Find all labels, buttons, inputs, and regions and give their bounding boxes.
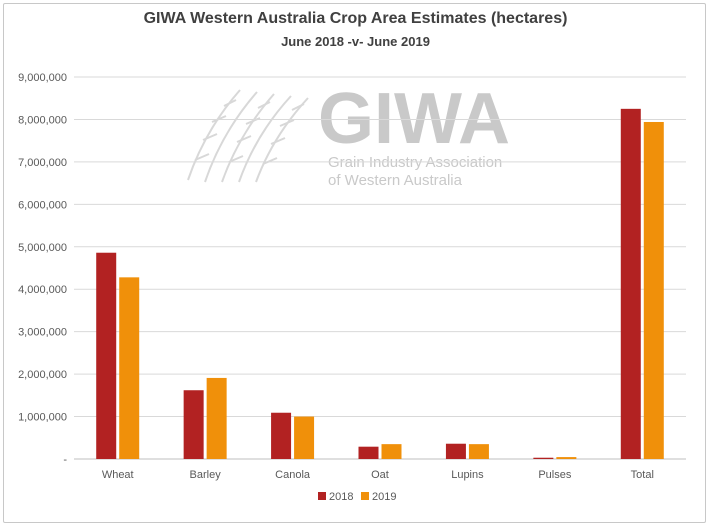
bar-pulses-2018 [533, 457, 554, 459]
y-tick-label: 1,000,000 [18, 412, 67, 424]
bar-barley-2019 [206, 377, 227, 459]
legend: 2018 2019 [318, 491, 396, 503]
bar-lupins-2019 [468, 444, 489, 459]
bar-canola-2019 [294, 416, 315, 459]
y-axis-ticks: - 1,000,000 2,000,000 3,000,000 4,000,000 5,0… [18, 72, 67, 466]
wheat-watermark-icon [187, 89, 309, 183]
y-tick-label: 8,000,000 [18, 114, 67, 126]
y-tick-label: 2,000,000 [18, 369, 67, 381]
gridlines [74, 76, 686, 460]
y-tick-label: - [63, 454, 67, 466]
y-tick-label: 7,000,000 [18, 157, 67, 169]
watermark-line2: of Western Australia [328, 172, 463, 189]
bar-canola-2018 [271, 412, 292, 459]
bar-total-2018 [620, 108, 641, 459]
legend-swatch-2019 [361, 492, 369, 500]
chart-title: GIWA Western Australia Crop Area Estimat… [143, 10, 568, 27]
x-tick-label: Pulses [538, 469, 572, 481]
legend-label-2018: 2018 [329, 491, 353, 503]
y-tick-label: 6,000,000 [18, 199, 67, 211]
bar-pulses-2019 [556, 457, 577, 459]
chart-subtitle: June 2018 -v- June 2019 [281, 34, 430, 49]
y-tick-label: 9,000,000 [18, 72, 67, 84]
legend-label-2019: 2019 [372, 491, 396, 503]
bar-oat-2018 [358, 446, 379, 459]
x-axis-ticks: Wheat Barley Canola Oat Lupins Pulses Total [102, 469, 654, 481]
bar-total-2019 [643, 121, 664, 459]
giwa-watermark-logo: GIWA Grain Industry Association of Weste… [187, 79, 510, 189]
bar-oat-2019 [381, 444, 402, 459]
x-tick-label: Wheat [102, 469, 134, 481]
watermark-line1: Grain Industry Association [328, 154, 502, 171]
y-tick-label: 4,000,000 [18, 284, 67, 296]
x-tick-label: Canola [275, 469, 311, 481]
y-tick-label: 3,000,000 [18, 327, 67, 339]
bar-wheat-2019 [119, 277, 140, 459]
y-tick-label: 5,000,000 [18, 242, 67, 254]
x-tick-label: Total [631, 469, 654, 481]
bar-lupins-2018 [445, 443, 466, 459]
x-tick-label: Barley [190, 469, 222, 481]
bar-barley-2018 [183, 390, 204, 459]
legend-swatch-2018 [318, 492, 326, 500]
bars [96, 108, 664, 459]
x-tick-label: Oat [371, 469, 389, 481]
x-tick-label: Lupins [451, 469, 484, 481]
bar-wheat-2018 [96, 252, 117, 459]
